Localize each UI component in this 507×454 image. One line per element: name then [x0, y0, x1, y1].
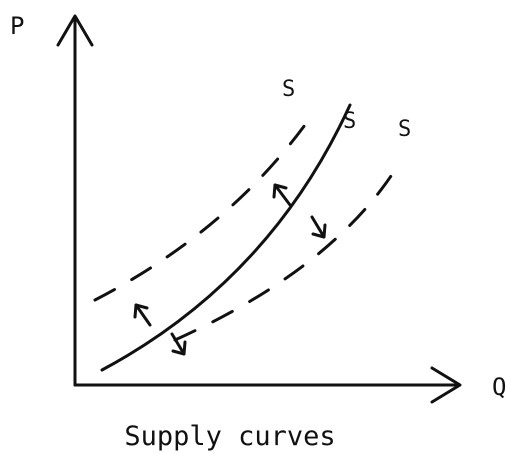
shift-arrow	[170, 332, 187, 356]
curve-label: S	[398, 117, 411, 142]
supply-curve	[100, 103, 352, 372]
curve-label: S	[282, 77, 295, 102]
y-axis-label: P	[10, 12, 24, 40]
curve-label: S	[343, 109, 356, 134]
supply-curve-shifted-left	[93, 116, 312, 302]
x-axis-arrow	[430, 366, 462, 404]
shift-arrow	[310, 215, 327, 239]
x-axis-label: Q	[492, 373, 506, 401]
shift-arrow	[133, 303, 152, 327]
y-axis-arrow	[56, 14, 94, 47]
caption: Supply curves	[124, 421, 335, 452]
shift-arrow	[272, 183, 292, 207]
supply-curve-shifted-right	[173, 168, 397, 342]
